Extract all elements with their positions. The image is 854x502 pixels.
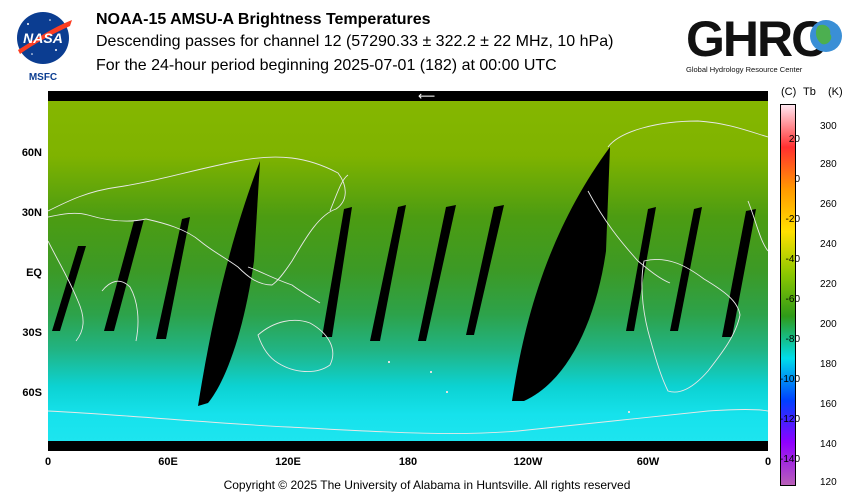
lon-label-60e: 60E [158, 456, 178, 468]
lat-label-30s: 30S [22, 327, 42, 339]
msfc-label: MSFC [29, 72, 57, 82]
lat-label-60n: 60N [21, 147, 42, 159]
lon-label-180: 180 [398, 456, 418, 468]
celsius-label: -140 [779, 454, 800, 465]
celsius-label: -80 [785, 334, 800, 345]
celsius-label: -20 [785, 214, 800, 225]
colorbar-unit-c: (C) [781, 86, 797, 98]
temperature-field [48, 91, 768, 451]
lon-label-0-east: 0 [764, 456, 772, 468]
lat-label-eq: EQ [26, 267, 42, 279]
celsius-label: -120 [779, 414, 800, 425]
copyright-footer: Copyright © 2025 The University of Alaba… [223, 478, 631, 492]
ghrc-logo-text: GHRC [686, 11, 826, 67]
nasa-meatball-logo: NASA MSFC [17, 12, 72, 82]
swath-gaps [52, 147, 756, 406]
lon-label-120w: 120W [513, 456, 543, 468]
lat-label-30n: 30N [21, 207, 42, 219]
lon-label-60w: 60W [636, 456, 660, 468]
lon-label-120e: 120E [275, 456, 301, 468]
kelvin-label: 220 [820, 279, 837, 290]
nasa-logo-text: NASA [23, 30, 63, 46]
south-pole-gap [48, 441, 768, 451]
kelvin-label: 200 [820, 319, 837, 330]
lon-label-0-west: 0 [44, 456, 52, 468]
coastlines [48, 120, 768, 434]
brightness-temperature-map: ⟵ [48, 91, 768, 451]
coastline-dots [388, 361, 630, 413]
colorbar-unit-k: (K) [828, 86, 843, 98]
kelvin-label: 300 [820, 121, 837, 132]
celsius-label: 0 [794, 174, 800, 185]
time-period: For the 24-hour period beginning 2025-07… [96, 57, 557, 74]
channel-subtitle: Descending passes for channel 12 (57290.… [96, 33, 614, 50]
orbit-direction-arrow: ⟵ [418, 91, 435, 103]
celsius-label: 20 [788, 134, 800, 145]
page-title: NOAA-15 AMSU-A Brightness Temperatures [96, 11, 431, 28]
ghrc-caption: Global Hydrology Resource Center [686, 65, 803, 74]
kelvin-label: 240 [820, 239, 837, 250]
lat-label-60s: 60S [22, 387, 42, 399]
colorbar-unit-tb: Tb [803, 86, 816, 98]
kelvin-label: 280 [820, 159, 837, 170]
celsius-label: -40 [785, 254, 800, 265]
celsius-label: -60 [785, 294, 800, 305]
title-block: NOAA-15 AMSU-A Brightness Temperatures D… [96, 10, 613, 78]
kelvin-label: 160 [820, 399, 837, 410]
kelvin-label: 140 [820, 439, 837, 450]
celsius-label: -100 [779, 374, 800, 385]
kelvin-label: 180 [820, 359, 837, 370]
ghrc-logo: GHRC Global Hydrology Resource Center [686, 11, 842, 74]
kelvin-label: 260 [820, 199, 837, 210]
north-pole-gap [48, 91, 768, 101]
kelvin-label: 120 [820, 477, 837, 488]
colorbar [780, 104, 796, 486]
